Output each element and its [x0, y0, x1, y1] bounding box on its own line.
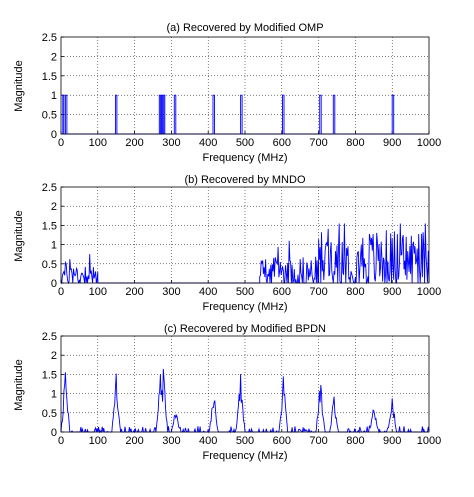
x-tick-label: 700 — [309, 435, 327, 447]
y-tick-label: 2 — [51, 51, 57, 63]
x-tick-label: 600 — [273, 137, 291, 149]
x-tick-label: 600 — [273, 435, 291, 447]
y-tick-label: 0.5 — [42, 110, 57, 122]
y-tick-label: 2.5 — [42, 331, 57, 343]
x-tick-label: 500 — [236, 435, 254, 447]
x-tick-label: 900 — [383, 435, 401, 447]
y-tick-label: 1.5 — [42, 220, 57, 232]
panel-b-xlabel: Frequency (MHz) — [203, 301, 288, 313]
panel-b-ticks: 0 100 200 300 400 500 600 700 800 900 1000 0 0.5 1 1.5… — [42, 182, 442, 298]
panel-c-axes-box — [60, 335, 430, 433]
panel-b-grid — [61, 187, 429, 283]
panel-a: (a) Recovered by Modified OMP Magnitude … — [13, 22, 441, 164]
x-tick-label: 0 — [58, 286, 64, 298]
panel-c-xlabel: Frequency (MHz) — [203, 450, 288, 462]
y-tick-label: 1 — [51, 240, 57, 252]
x-tick-label: 700 — [309, 286, 327, 298]
x-tick-label: 800 — [346, 286, 364, 298]
x-tick-label: 100 — [89, 286, 107, 298]
x-tick-label: 700 — [309, 137, 327, 149]
x-tick-label: 300 — [162, 435, 180, 447]
panel-c-title: (c) Recovered by Modified BPDN — [164, 323, 326, 335]
x-tick-label: 800 — [346, 435, 364, 447]
panel-b-axes-box — [60, 186, 430, 284]
x-tick-label: 600 — [273, 286, 291, 298]
panel-c-ticks: 0 100 200 300 400 500 600 700 800 900 1000 0 0.5 1 1.5… — [42, 331, 442, 447]
y-tick-label: 1 — [51, 90, 57, 102]
x-tick-label: 200 — [125, 286, 143, 298]
x-tick-label: 500 — [236, 286, 254, 298]
panel-c-grid — [61, 336, 429, 432]
y-tick-label: 2.5 — [42, 182, 57, 194]
x-tick-label: 200 — [125, 137, 143, 149]
panel-b: (b) Recovered by MNDO Magnitude Frequenc… — [13, 174, 441, 313]
x-tick-label: 0 — [58, 137, 64, 149]
y-tick-label: 0 — [51, 129, 57, 141]
y-tick-label: 0.5 — [42, 259, 57, 271]
panel-a-axes-box — [60, 36, 430, 135]
panel-a-ylabel: Magnitude — [13, 60, 25, 111]
y-tick-label: 0.5 — [42, 408, 57, 420]
panel-c: (c) Recovered by Modified BPDN Magnitude… — [13, 323, 441, 462]
x-tick-label: 800 — [346, 137, 364, 149]
panel-a-ticks: 0 100 200 300 400 500 600 700 800 900 1000 0 0.5 1 1.5… — [42, 32, 442, 149]
x-tick-label: 0 — [58, 435, 64, 447]
panel-b-title: (b) Recovered by MNDO — [184, 174, 305, 186]
panel-b-ylabel: Magnitude — [13, 210, 25, 261]
panel-a-title: (a) Recovered by Modified OMP — [166, 22, 323, 34]
x-tick-label: 1000 — [417, 137, 441, 149]
y-tick-label: 2 — [51, 350, 57, 362]
y-tick-label: 2 — [51, 201, 57, 213]
x-tick-label: 300 — [162, 137, 180, 149]
y-tick-label: 1.5 — [42, 369, 57, 381]
x-tick-label: 900 — [383, 137, 401, 149]
series-line — [60, 223, 430, 285]
x-tick-label: 100 — [89, 435, 107, 447]
x-tick-label: 900 — [383, 286, 401, 298]
x-tick-label: 400 — [199, 435, 217, 447]
x-tick-label: 400 — [199, 137, 217, 149]
x-tick-label: 500 — [236, 137, 254, 149]
x-tick-label: 1000 — [417, 286, 441, 298]
x-tick-label: 1000 — [417, 435, 441, 447]
panel-b-plot — [60, 223, 430, 285]
y-tick-label: 2.5 — [42, 32, 57, 44]
x-tick-label: 300 — [162, 286, 180, 298]
panel-a-xlabel: Frequency (MHz) — [203, 152, 288, 164]
y-tick-label: 1.5 — [42, 71, 57, 83]
x-tick-label: 100 — [89, 137, 107, 149]
y-tick-label: 0 — [51, 427, 57, 439]
panel-a-grid — [61, 37, 429, 134]
panel-c-ylabel: Magnitude — [13, 359, 25, 410]
x-tick-label: 200 — [125, 435, 143, 447]
y-tick-label: 0 — [51, 278, 57, 290]
y-tick-label: 1 — [51, 389, 57, 401]
x-tick-label: 400 — [199, 286, 217, 298]
